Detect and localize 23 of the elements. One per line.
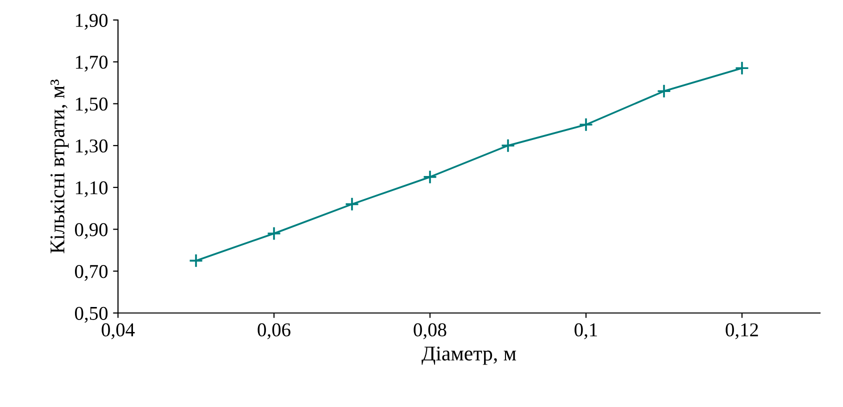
point (266, 226, 282, 241)
x-tick-label: 0,04 (102, 323, 135, 340)
x-tick-label: 0,1 (574, 323, 597, 340)
point (500, 138, 516, 153)
y-axis-title: Кількісні втрати, м³ (50, 80, 69, 254)
x-tick-label: 0,12 (726, 323, 758, 340)
point (578, 117, 594, 132)
y-tick-label: 1,70 (76, 56, 108, 72)
point (734, 60, 750, 76)
x-tick-label: 0,08 (414, 323, 446, 340)
point (422, 170, 438, 184)
x-axis-title: Діаметр, м (422, 346, 516, 365)
y-tick-label: 0,50 (74, 306, 108, 323)
point (344, 197, 360, 212)
y-tick-label: 1,30 (76, 139, 108, 156)
point (656, 84, 672, 98)
y-tick-label: 1,10 (76, 181, 108, 198)
y-tick-label: 1,50 (76, 98, 108, 114)
point (188, 254, 204, 268)
x-tick-label: 0,06 (258, 323, 290, 340)
y-tick-label: 1,90 (76, 14, 108, 30)
y-tick-label: 0,70 (74, 264, 108, 281)
y-tick-label: 0,90 (74, 223, 108, 240)
